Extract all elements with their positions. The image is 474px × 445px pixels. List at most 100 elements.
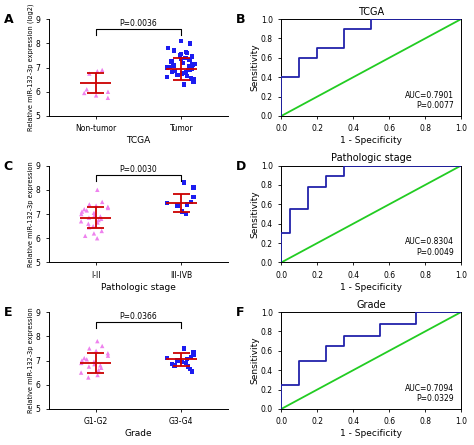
Point	[90, 230, 98, 237]
Point	[187, 198, 195, 206]
Point	[171, 68, 178, 75]
Point	[184, 363, 192, 370]
Point	[182, 54, 189, 61]
Point	[188, 65, 196, 73]
Point	[97, 215, 105, 222]
Point	[97, 213, 104, 220]
Text: E: E	[4, 306, 12, 319]
Text: D: D	[237, 160, 246, 173]
Point	[163, 199, 171, 206]
Point	[99, 66, 106, 73]
Point	[81, 89, 88, 97]
Point	[186, 57, 193, 64]
Point	[95, 367, 102, 374]
Y-axis label: Sensitivity: Sensitivity	[250, 337, 259, 384]
Point	[182, 48, 190, 55]
Y-axis label: Relative miR-132-3p expression (log2): Relative miR-132-3p expression (log2)	[27, 4, 34, 131]
Text: AUC=0.7094
P=0.0329: AUC=0.7094 P=0.0329	[405, 384, 454, 403]
Point	[190, 351, 197, 358]
Point	[180, 59, 187, 66]
Point	[85, 224, 93, 231]
Point	[92, 202, 100, 209]
Point	[104, 204, 112, 211]
Point	[168, 69, 176, 76]
Point	[77, 218, 85, 225]
Text: C: C	[4, 160, 13, 173]
Point	[168, 360, 176, 368]
Point	[78, 357, 86, 364]
X-axis label: 1 - Specificity: 1 - Specificity	[340, 283, 402, 291]
Point	[92, 92, 100, 99]
Y-axis label: Sensitivity: Sensitivity	[250, 44, 259, 91]
Point	[190, 194, 197, 201]
Point	[187, 75, 195, 82]
Point	[84, 374, 92, 381]
Point	[186, 40, 193, 47]
Point	[77, 210, 85, 218]
Point	[78, 208, 86, 215]
Point	[170, 61, 178, 69]
Point	[93, 186, 101, 194]
Point	[164, 64, 171, 71]
Point	[168, 58, 175, 65]
Point	[91, 360, 98, 368]
Text: A: A	[4, 13, 13, 26]
Point	[190, 184, 197, 191]
Point	[99, 198, 106, 206]
Point	[183, 49, 191, 57]
Point	[183, 201, 191, 208]
Text: P=0.0366: P=0.0366	[120, 312, 157, 321]
Point	[83, 86, 91, 93]
Point	[85, 363, 93, 370]
Point	[85, 214, 93, 221]
Point	[81, 206, 88, 213]
Point	[184, 66, 192, 73]
Point	[182, 210, 190, 218]
Point	[176, 52, 184, 59]
Point	[177, 51, 185, 58]
Point	[94, 219, 101, 226]
Point	[187, 353, 195, 360]
Point	[170, 62, 177, 69]
Point	[178, 358, 186, 365]
Point	[182, 69, 190, 76]
Point	[77, 360, 85, 367]
Text: AUC=0.7901
P=0.0077: AUC=0.7901 P=0.0077	[405, 91, 454, 110]
Point	[163, 355, 171, 362]
Point	[94, 372, 101, 379]
Text: F: F	[237, 306, 245, 319]
Text: B: B	[237, 13, 246, 26]
Point	[186, 365, 194, 372]
Point	[191, 61, 199, 68]
Point	[180, 81, 188, 88]
Point	[93, 338, 101, 345]
Point	[180, 179, 188, 186]
Point	[93, 235, 101, 242]
Point	[104, 94, 112, 101]
Point	[174, 202, 182, 209]
Title: TCGA: TCGA	[358, 7, 384, 17]
Point	[164, 44, 172, 52]
Point	[91, 212, 98, 219]
Y-axis label: Sensitivity: Sensitivity	[250, 190, 259, 238]
Text: AUC=0.8304
P=0.0049: AUC=0.8304 P=0.0049	[405, 237, 454, 257]
Point	[188, 368, 196, 375]
Point	[171, 362, 178, 369]
Point	[90, 222, 97, 230]
Point	[186, 65, 194, 73]
Point	[83, 207, 91, 214]
Point	[92, 347, 100, 354]
X-axis label: 1 - Specificity: 1 - Specificity	[340, 429, 402, 438]
Point	[85, 70, 93, 77]
Point	[166, 64, 173, 71]
Point	[84, 220, 92, 227]
Point	[177, 56, 185, 63]
Point	[83, 356, 91, 363]
Title: Pathologic stage: Pathologic stage	[331, 154, 411, 163]
Y-axis label: Relative miR-132-3p expression: Relative miR-132-3p expression	[28, 307, 34, 413]
Text: P=0.0030: P=0.0030	[120, 165, 157, 174]
Point	[90, 209, 98, 216]
Point	[97, 364, 105, 371]
Title: Grade: Grade	[356, 300, 386, 310]
Y-axis label: Relative miR-132-3p expression: Relative miR-132-3p expression	[28, 161, 34, 267]
